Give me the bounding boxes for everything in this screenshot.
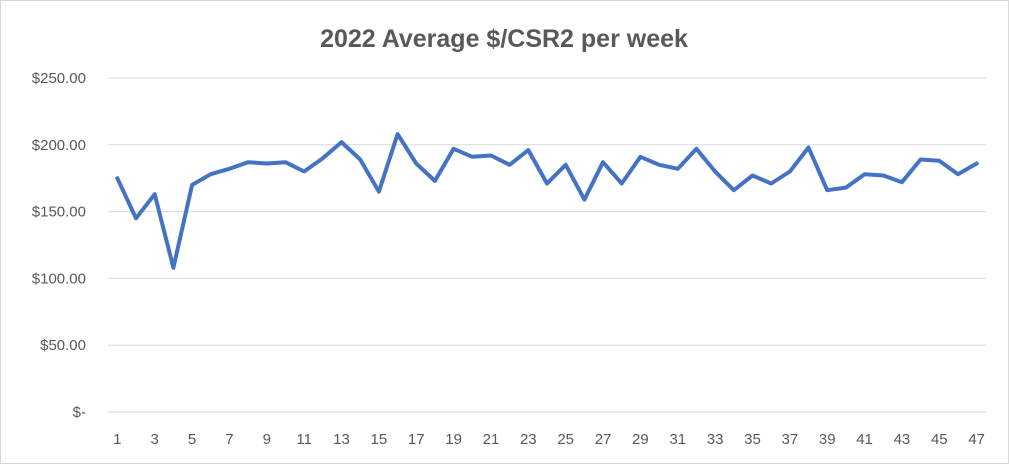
x-tick-label: 7 xyxy=(225,431,233,448)
x-tick-label: 41 xyxy=(856,431,873,448)
x-tick-label: 1 xyxy=(113,431,121,448)
x-axis-tick-labels: 1 3 5 7 9 11 13 15 17 19 21 23 25 27 29 31 33 35 37 39 41 43 4… xyxy=(113,431,985,448)
x-tick-label: 31 xyxy=(669,431,686,448)
gridlines xyxy=(108,77,986,413)
x-tick-label: 17 xyxy=(408,431,425,448)
x-tick-label: 47 xyxy=(968,431,985,448)
y-tick-label: $250.00 xyxy=(32,70,86,87)
x-tick-label: 45 xyxy=(931,431,948,448)
y-tick-label: $100.00 xyxy=(32,270,86,287)
y-tick-label: $150.00 xyxy=(32,204,86,221)
x-tick-label: 35 xyxy=(744,431,761,448)
x-tick-label: 27 xyxy=(595,431,612,448)
x-tick-label: 29 xyxy=(632,431,649,448)
x-tick-label: 3 xyxy=(151,431,159,448)
x-tick-label: 19 xyxy=(445,431,462,448)
x-tick-label: 15 xyxy=(371,431,388,448)
series-line xyxy=(115,132,979,270)
x-tick-label: 25 xyxy=(557,431,574,448)
x-tick-label: 9 xyxy=(263,431,271,448)
y-tick-label: $- xyxy=(73,404,86,421)
x-tick-label: 39 xyxy=(819,431,836,448)
x-tick-label: 23 xyxy=(520,431,537,448)
chart-title: 2022 Average $/CSR2 per week xyxy=(320,25,688,53)
x-tick-label: 33 xyxy=(707,431,724,448)
y-tick-label: $50.00 xyxy=(40,337,86,354)
y-tick-label: $200.00 xyxy=(32,137,86,154)
x-tick-label: 13 xyxy=(333,431,350,448)
series-layer xyxy=(115,132,979,270)
x-tick-label: 21 xyxy=(483,431,500,448)
y-axis-tick-labels: $- $50.00 $100.00 $150.00 $200.00 $250.00 xyxy=(32,70,86,421)
x-tick-label: 11 xyxy=(296,431,312,448)
x-tick-label: 5 xyxy=(188,431,196,448)
x-tick-label: 37 xyxy=(782,431,799,448)
x-tick-label: 43 xyxy=(894,431,911,448)
